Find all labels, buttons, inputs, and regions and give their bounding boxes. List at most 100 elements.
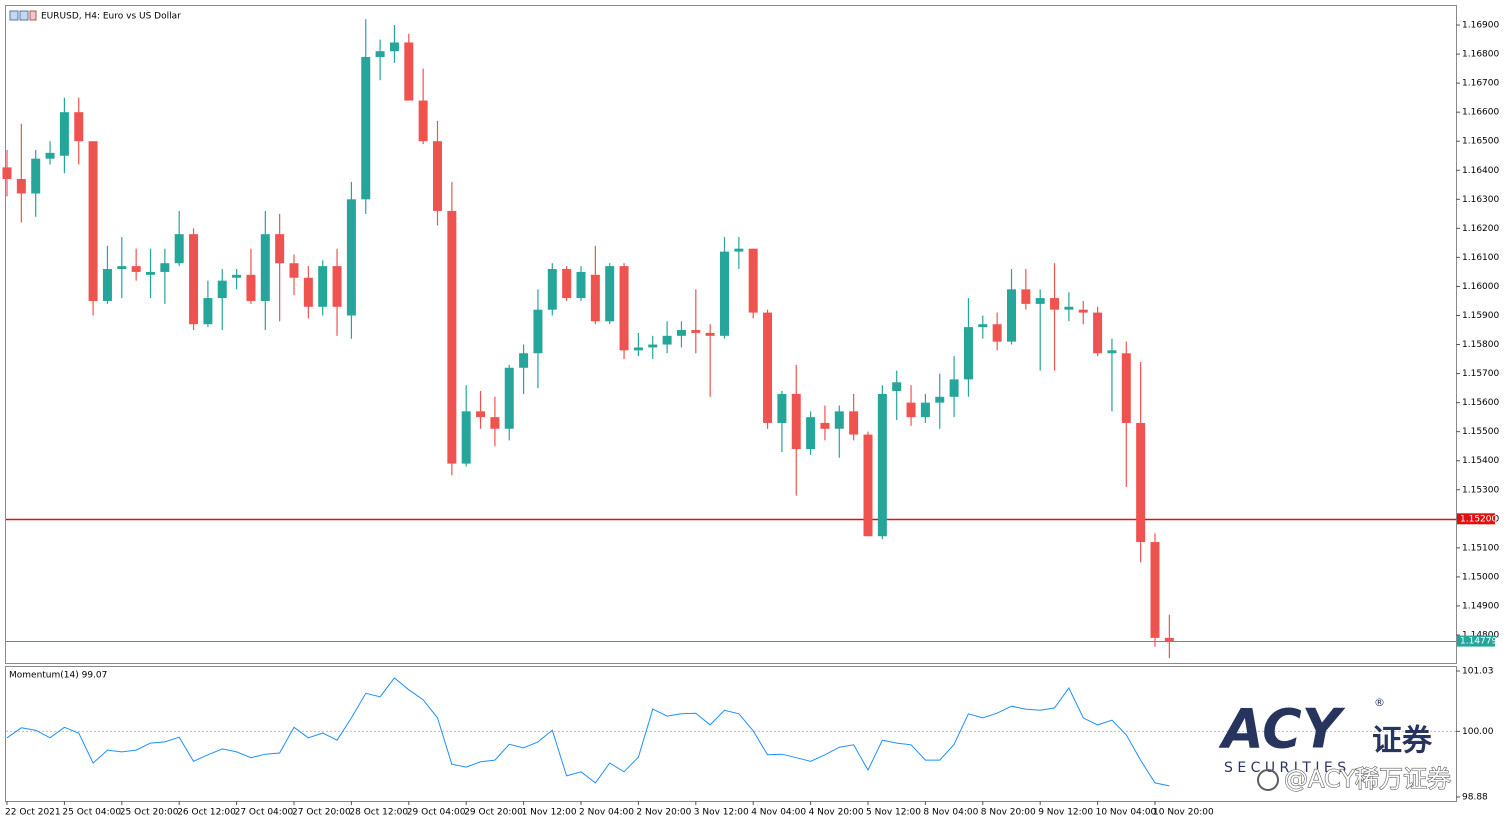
x-tick-label: 28 Oct 12:00 — [349, 808, 408, 818]
x-tick-label: 25 Oct 04:00 — [62, 808, 121, 818]
candle-body — [1007, 289, 1016, 342]
candle-body — [490, 417, 500, 429]
y-tick-label: 1.16900 — [1462, 21, 1499, 31]
candle-body — [963, 327, 973, 380]
candle-body — [1164, 637, 1174, 642]
candle-body — [1136, 422, 1146, 543]
candle-body — [102, 269, 112, 301]
candle-body — [920, 402, 930, 418]
candle-body — [849, 411, 859, 435]
candle-body — [992, 324, 1002, 342]
price-tag — [1457, 635, 1495, 647]
candle-body — [806, 417, 816, 450]
weibo-icon — [1257, 769, 1279, 791]
x-tick-label: 29 Oct 04:00 — [407, 808, 466, 818]
candle-body — [476, 411, 486, 418]
candle-body — [217, 280, 227, 299]
main-panel — [5, 5, 1457, 664]
x-tick-label: 9 Nov 12:00 — [1038, 808, 1093, 818]
candle-body — [88, 141, 98, 301]
x-tick-label: 22 Oct 2021 — [5, 808, 61, 818]
candle-body — [433, 141, 442, 211]
watermark: ACY ® 证券 S E C U R I T I E S @ACY稀万证券 — [1218, 696, 1452, 794]
candle-body — [332, 266, 342, 307]
candle-body — [590, 274, 600, 322]
candle-body — [303, 277, 313, 307]
x-tick-label: 27 Oct 04:00 — [235, 808, 294, 818]
candle-body — [232, 274, 242, 278]
candle-body — [763, 312, 773, 423]
price-tag-label: 1.14779 — [1460, 637, 1497, 647]
symbol-icon — [9, 10, 37, 21]
candle-body — [648, 344, 658, 348]
candle-body — [74, 112, 84, 142]
candle-body — [892, 382, 902, 392]
y-tick-label: 1.16700 — [1462, 79, 1499, 89]
candle-body — [949, 379, 959, 397]
y-tick-label: 1.16400 — [1462, 166, 1499, 176]
x-tick-label: 29 Oct 20:00 — [464, 808, 523, 818]
candle-body — [906, 402, 916, 418]
indicator-title: Momentum(14) 99.07 — [9, 671, 107, 681]
candle-body — [504, 367, 514, 429]
candle-body — [1064, 306, 1074, 310]
candle-body — [260, 234, 270, 301]
x-tick-label: 2 Nov 04:00 — [579, 808, 634, 818]
candle-body — [820, 422, 830, 429]
candle-body — [777, 393, 787, 423]
y-tick-label: 98.88 — [1462, 793, 1488, 803]
y-tick-label: 1.14800 — [1462, 630, 1499, 640]
x-tick-label: 10 Nov 04:00 — [1096, 808, 1157, 818]
candle-body — [619, 266, 629, 351]
candle-body — [447, 210, 457, 464]
candle-body — [59, 112, 69, 156]
candle-body — [404, 42, 414, 101]
y-tick-label: 1.16500 — [1462, 137, 1499, 147]
candle-body — [734, 248, 744, 252]
candle-body — [289, 263, 299, 278]
x-tick-label: 26 Oct 12:00 — [177, 808, 236, 818]
y-tick-label: 1.15300 — [1462, 485, 1499, 495]
candle-body — [877, 393, 887, 537]
x-tick-label: 3 Nov 12:00 — [694, 808, 749, 818]
y-tick-label: 1.15800 — [1462, 340, 1499, 350]
candle-body — [720, 251, 729, 336]
candle-body — [605, 266, 615, 322]
candle-body — [547, 269, 557, 310]
plot-layer: 1.14800 1.14900 1.15000 1.15100 1.15200 1.153… — [2, 19, 1499, 818]
price-tag — [1457, 513, 1495, 525]
chart-title: EURUSD, H4: Euro vs US Dollar — [41, 12, 181, 22]
momentum-panel — [5, 666, 1457, 802]
x-tick-label: 27 Oct 20:00 — [292, 808, 351, 818]
candle-body — [1121, 353, 1131, 423]
candle-body — [576, 271, 586, 299]
y-tick-label: 1.15600 — [1462, 398, 1499, 408]
candle-body — [705, 332, 715, 336]
candle-body — [318, 266, 328, 307]
candle-body — [791, 393, 801, 450]
watermark-registered: ® — [1374, 696, 1385, 709]
y-tick-label: 1.16800 — [1462, 50, 1499, 60]
candle-body — [117, 266, 127, 270]
candle-body — [346, 199, 356, 316]
y-tick-label: 1.15500 — [1462, 427, 1499, 437]
y-tick-label: 1.16000 — [1462, 282, 1499, 292]
candle-body — [662, 335, 672, 345]
candle-body — [1050, 298, 1060, 310]
candle-body — [31, 158, 41, 194]
y-tick-label: 1.15900 — [1462, 311, 1499, 321]
price-tag-label: 1.15200 — [1460, 514, 1497, 524]
candle-body — [1078, 309, 1088, 313]
candle-body — [203, 298, 213, 325]
y-tick-label: 100.00 — [1462, 727, 1494, 737]
y-tick-label: 1.15700 — [1462, 369, 1499, 379]
y-tick-label: 1.16300 — [1462, 195, 1499, 205]
x-tick-label: 8 Nov 04:00 — [923, 808, 978, 818]
candle-body — [1021, 289, 1031, 304]
candle-body — [1035, 298, 1045, 304]
candle-body — [246, 274, 256, 301]
y-tick-label: 1.15100 — [1462, 543, 1499, 553]
candle-body — [389, 42, 399, 52]
